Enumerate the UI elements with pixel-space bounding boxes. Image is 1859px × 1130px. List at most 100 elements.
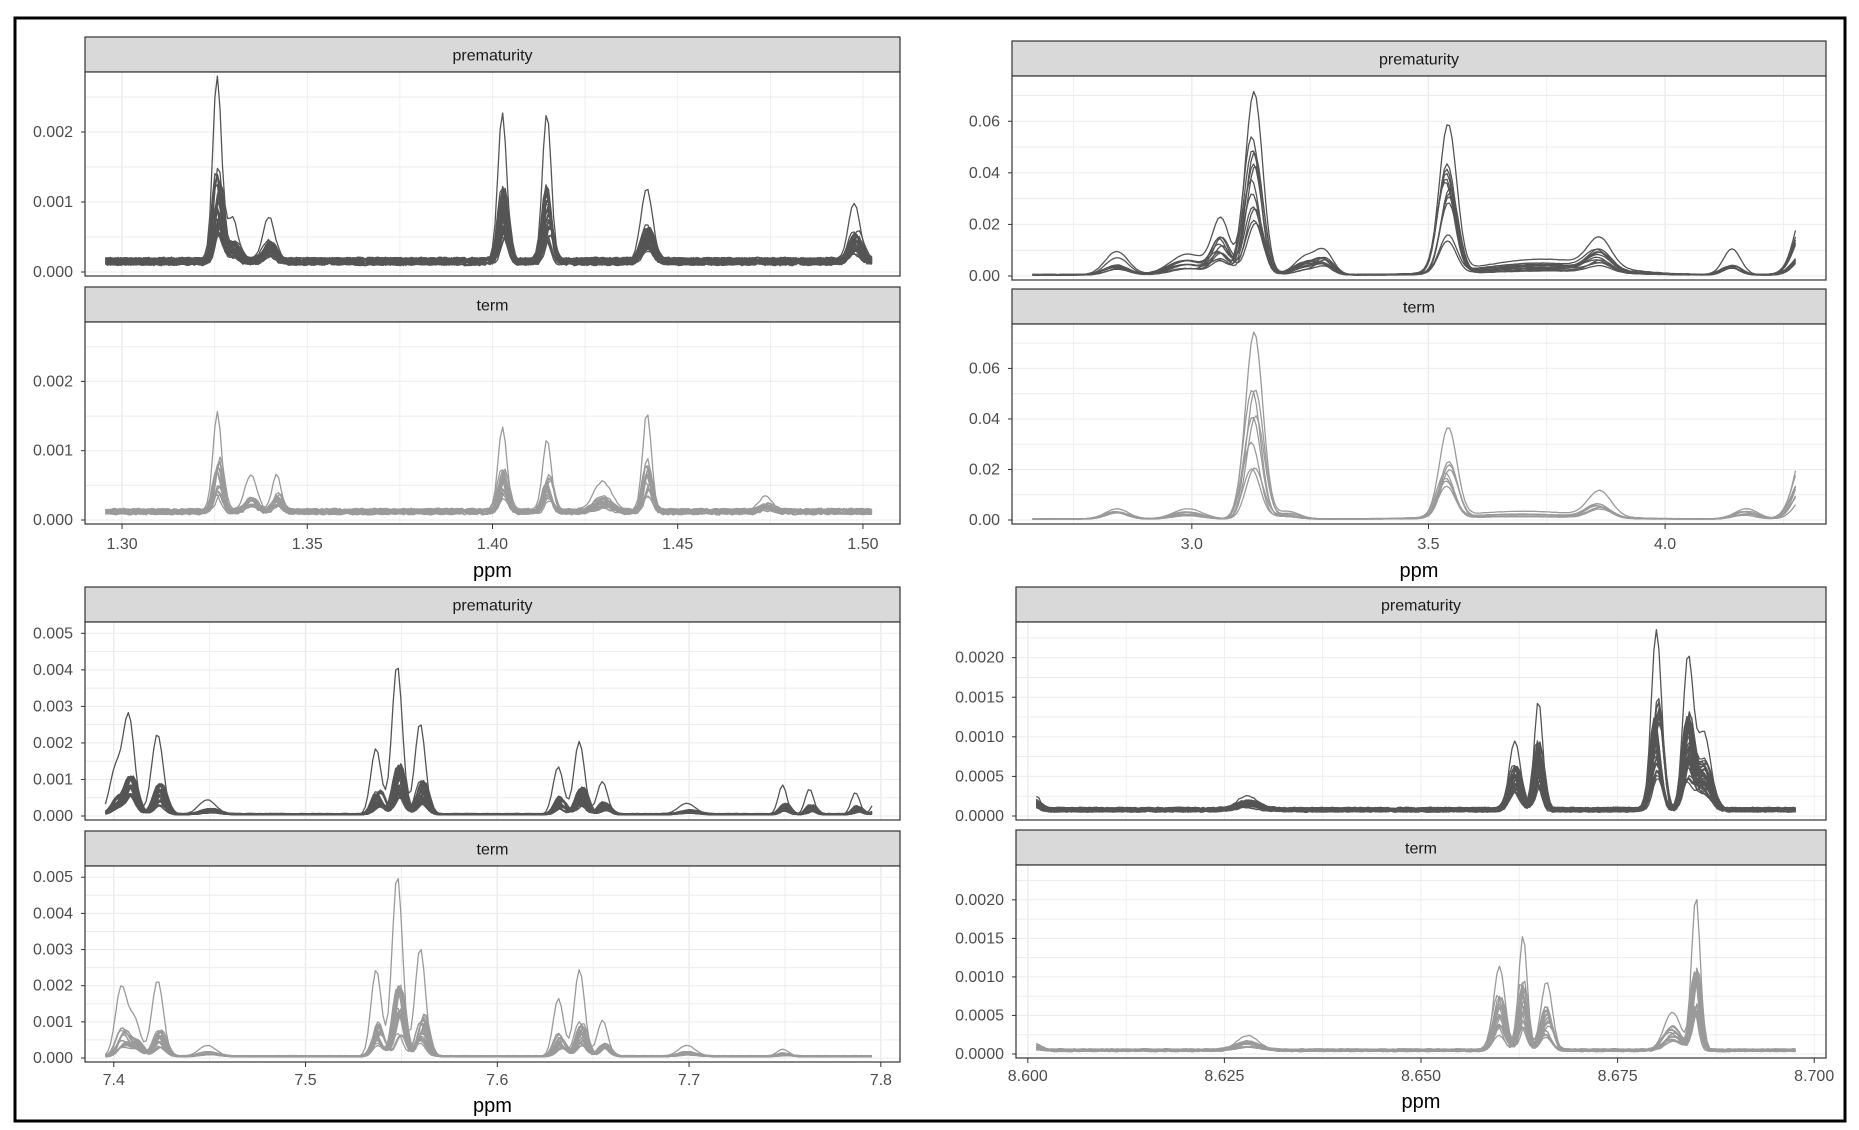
spectrum-line xyxy=(105,775,873,815)
facet-term: term 0.000 0.001 0.002 0.003 0.004 0.005 7.4 7.5… xyxy=(33,830,901,1117)
y-tick-label: 0.0015 xyxy=(955,689,1004,706)
facet-strip-label: term xyxy=(477,298,509,315)
charts-root: prematurity0.0000.0010.002term0.0000.001… xyxy=(33,36,1834,1117)
x-tick-label: 8.600 xyxy=(1008,1068,1048,1085)
y-tick-label: 0.00 xyxy=(969,512,1000,529)
y-tick-label: 0.002 xyxy=(33,124,73,141)
y-tick-label: 0.0010 xyxy=(955,969,1004,986)
facet-strip-label: prematurity xyxy=(1381,598,1461,615)
y-tick-label: 0.000 xyxy=(33,264,73,281)
y-tick-label: 0.02 xyxy=(969,461,1000,478)
series-group-term xyxy=(104,877,873,1058)
x-tick-label: 7.6 xyxy=(486,1072,508,1089)
y-tick-label: 0.000 xyxy=(33,512,73,529)
spectrum-line xyxy=(1036,743,1796,813)
y-tick-label: 0.02 xyxy=(969,216,1000,233)
chart-top-right: prematurity 0.00 0.02 0.04 0.06 term 0.00 0.02 0… xyxy=(969,40,1827,582)
y-tick-label: 0.0005 xyxy=(955,1007,1004,1024)
x-tick-label: 4.0 xyxy=(1654,536,1676,553)
spectrum-line xyxy=(105,192,873,263)
panel-background xyxy=(1012,76,1826,280)
x-tick-label: 1.35 xyxy=(292,536,323,553)
spectrum-line xyxy=(1036,757,1796,812)
y-tick-label: 0.001 xyxy=(33,194,73,211)
x-axis-title: ppm xyxy=(473,560,512,582)
facet-prematurity: prematurity 0.000 0.001 0.002 xyxy=(33,36,901,281)
facet-prematurity: prematurity 0.00 0.02 0.04 0.06 xyxy=(969,40,1827,285)
y-tick-label: 0.001 xyxy=(33,771,73,788)
facet-strip-label: term xyxy=(1405,841,1437,858)
spectrum-line xyxy=(1036,969,1796,1052)
y-tick-label: 0.000 xyxy=(33,1050,73,1067)
y-tick-label: 0.0005 xyxy=(955,768,1004,785)
series-group-prematurity xyxy=(1035,629,1796,813)
x-tick-label: 7.7 xyxy=(678,1072,700,1089)
x-tick-label: 8.625 xyxy=(1204,1068,1244,1085)
spectrum-line xyxy=(105,467,873,516)
facet-term: term 0.00 0.02 0.04 0.06 3.0 3.5 4.0 ppm xyxy=(969,288,1827,582)
series-group-term xyxy=(105,410,873,516)
y-tick-label: 0.002 xyxy=(33,978,73,995)
y-tick-label: 0.000 xyxy=(33,808,73,825)
spectrum-line xyxy=(105,763,873,816)
x-tick-label: 1.30 xyxy=(106,536,137,553)
chart-top-left: prematurity 0.000 0.001 0.002 term 0.000 0.001… xyxy=(33,36,901,582)
facet-strip xyxy=(1015,586,1827,623)
facet-strip xyxy=(84,286,901,323)
y-tick-label: 0.005 xyxy=(33,625,73,642)
facet-strip xyxy=(84,36,901,73)
y-tick-label: 0.06 xyxy=(969,360,1000,377)
y-tick-label: 0.001 xyxy=(33,1014,73,1031)
y-tick-label: 0.001 xyxy=(33,443,73,460)
y-tick-label: 0.0015 xyxy=(955,930,1004,947)
x-tick-label: 3.5 xyxy=(1417,536,1439,553)
facet-term: term 0.000 0.001 0.002 1.30 1.35 1.40 1.45 1.50 p… xyxy=(33,286,901,582)
y-tick-label: 0.0020 xyxy=(955,650,1004,667)
facet-strip-label: term xyxy=(477,842,509,859)
y-tick-label: 0.0020 xyxy=(955,892,1004,909)
series-group-prematurity xyxy=(104,75,873,267)
panel-border xyxy=(84,71,901,277)
y-tick-label: 0.04 xyxy=(969,165,1000,182)
chart-bottom-right: prematurity 0.0000 0.0005 0.0010 0.0015 0.002… xyxy=(955,586,1834,1113)
spectrum-line xyxy=(105,1020,873,1058)
facet-strip xyxy=(84,830,901,867)
y-tick-label: 0.0000 xyxy=(955,1046,1004,1063)
spectrum-line xyxy=(105,185,873,261)
spectrum-line xyxy=(1032,219,1797,276)
panel-border xyxy=(1011,75,1827,281)
facet-strip-label: prematurity xyxy=(452,598,532,615)
x-axis-title: ppm xyxy=(1402,1091,1441,1113)
facet-strip-label: term xyxy=(1403,300,1435,317)
series-group-term xyxy=(1036,898,1796,1053)
panel-background xyxy=(85,866,900,1062)
x-axis-title: ppm xyxy=(473,1095,512,1117)
panel-border xyxy=(84,865,901,1063)
facet-strip xyxy=(1011,288,1827,325)
chart-bottom-left: prematurity 0.000 0.001 0.002 0.003 0.004 0.00… xyxy=(33,586,901,1117)
x-tick-label: 3.0 xyxy=(1181,536,1203,553)
facet-prematurity: prematurity 0.000 0.001 0.002 0.003 0.004 0.00… xyxy=(33,586,901,825)
x-axis-title: ppm xyxy=(1400,560,1439,582)
y-tick-label: 0.00 xyxy=(969,268,1000,285)
facet-strip xyxy=(84,586,901,623)
facet-strip-label: prematurity xyxy=(452,48,532,65)
spectrum-line xyxy=(1032,416,1797,520)
x-tick-label: 7.8 xyxy=(870,1072,892,1089)
y-tick-label: 0.002 xyxy=(33,373,73,390)
panel-border xyxy=(84,621,901,821)
x-tick-label: 1.40 xyxy=(477,536,508,553)
y-tick-label: 0.004 xyxy=(33,905,73,922)
series-group-prematurity xyxy=(1032,90,1797,276)
spectrum-line xyxy=(105,475,873,511)
series-group-prematurity xyxy=(104,667,873,816)
x-tick-label: 1.45 xyxy=(662,536,693,553)
y-tick-label: 0.06 xyxy=(969,113,1000,130)
x-tick-label: 7.4 xyxy=(103,1072,125,1089)
panel-background xyxy=(1012,324,1826,524)
series-group-term xyxy=(1032,331,1797,520)
y-tick-label: 0.003 xyxy=(33,942,73,959)
x-tick-label: 1.50 xyxy=(847,536,878,553)
y-tick-label: 0.005 xyxy=(33,869,73,886)
